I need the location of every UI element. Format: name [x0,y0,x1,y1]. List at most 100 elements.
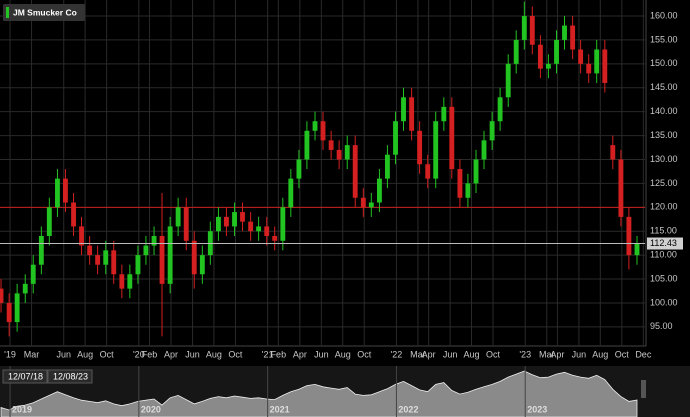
x-tick-label: Mar [410,349,426,359]
candle-body [545,63,551,69]
y-tick-label: 135.00 [650,130,678,140]
candle-body [505,63,511,98]
navigator-year-label: 2021 [270,404,290,414]
x-tick-label: Jun [185,349,200,359]
x-tick-label: Apr [550,349,564,359]
candle-body [610,145,616,160]
x-tick-label: Aug [335,349,351,359]
candle-body [296,159,302,179]
y-tick-label: 110.00 [650,250,677,260]
candle-body [272,236,278,241]
candle-body [6,302,12,323]
candle-body [256,226,262,232]
candle-body [393,121,398,155]
navigator-area [0,370,638,417]
candle-body [312,121,318,131]
candle-body [618,159,624,217]
candle-body [223,216,229,227]
y-tick-label: 105.00 [650,273,678,283]
candle-body [143,245,149,256]
x-tick-label: Jun [314,349,329,359]
navigator-handle[interactable] [641,380,646,398]
candle-body [497,97,503,122]
candle-body [441,106,447,122]
navigator-start-date: 12/07/18 [8,371,43,381]
candle-body [401,97,406,122]
candle-body [304,130,310,160]
y-tick-label: 120.00 [650,202,678,212]
x-tick-label: Mar [539,349,555,359]
candle-body [127,274,133,289]
candle-body [62,178,68,203]
x-tick-label: Aug [206,349,222,359]
candle-body [46,207,52,237]
candle-body [368,202,374,208]
candle-body [384,154,390,179]
x-tick-label: Oct [228,349,243,359]
x-tick-label: Apr [164,349,178,359]
y-tick-label: 95.00 [650,321,673,331]
candle-body [465,183,471,198]
candle-body [175,207,181,227]
navigator-date-box [47,369,93,384]
y-tick-label: 115.00 [650,226,677,236]
candle-body [103,250,109,265]
y-tick-label: 160.00 [650,10,678,20]
x-tick-label: Oct [486,349,501,359]
candle-body [513,39,519,64]
y-tick-label: 100.00 [650,297,678,307]
legend-box [3,4,85,21]
candle-body [521,16,527,40]
candle-body [183,207,189,241]
candle-body [248,221,254,232]
x-tick-label: Dec [635,349,652,359]
candle-body [30,264,36,284]
x-tick-label: Apr [422,349,436,359]
candle-body [352,145,358,198]
candle-body [457,169,463,198]
candle-body [280,207,286,241]
candle-body [473,159,479,184]
x-tick-label: Oct [100,349,115,359]
candle-body [578,49,584,64]
navigator-year-label: 2019 [12,404,32,414]
x-tick-label: '22 [391,349,403,359]
candle-body [71,202,76,227]
x-tick-label: Jun [56,349,71,359]
candle-body [634,243,640,256]
candle-body [191,240,197,275]
x-tick-label: Feb [142,349,158,359]
candle-body [151,236,157,246]
candle-body [409,97,415,131]
x-tick-label: Feb [271,349,287,359]
last-price-box [647,237,683,250]
candle-body [288,178,294,208]
x-tick-label: Aug [77,349,93,359]
candle-body [22,283,28,294]
legend-label: JM Smucker Co [13,7,77,17]
candle-body [449,106,455,170]
candle-body [594,49,600,74]
navigator: 2019 2020 2021 2022 2023 12/07/18 12/08/23 [0,366,646,417]
x-tick-label: Jun [572,349,587,359]
x-tick-label: Apr [293,349,307,359]
candle-body [336,149,342,160]
plot [0,1,645,337]
candle-body [79,226,84,246]
candle-body [0,288,4,303]
candle-body [529,16,535,45]
candle-body [425,164,431,179]
candle-body [95,255,101,265]
candle-body [159,236,165,284]
candle-body [14,293,20,323]
y-tick-label: 155.00 [650,34,678,44]
candle-body [119,274,125,289]
candle-body [376,178,382,203]
candle-body [344,145,350,160]
candle-body [264,226,270,237]
candle-body [481,140,487,160]
x-tick-label: Jun [443,349,458,359]
candle-body [199,255,205,275]
x-tick-label: '21 [262,349,274,359]
